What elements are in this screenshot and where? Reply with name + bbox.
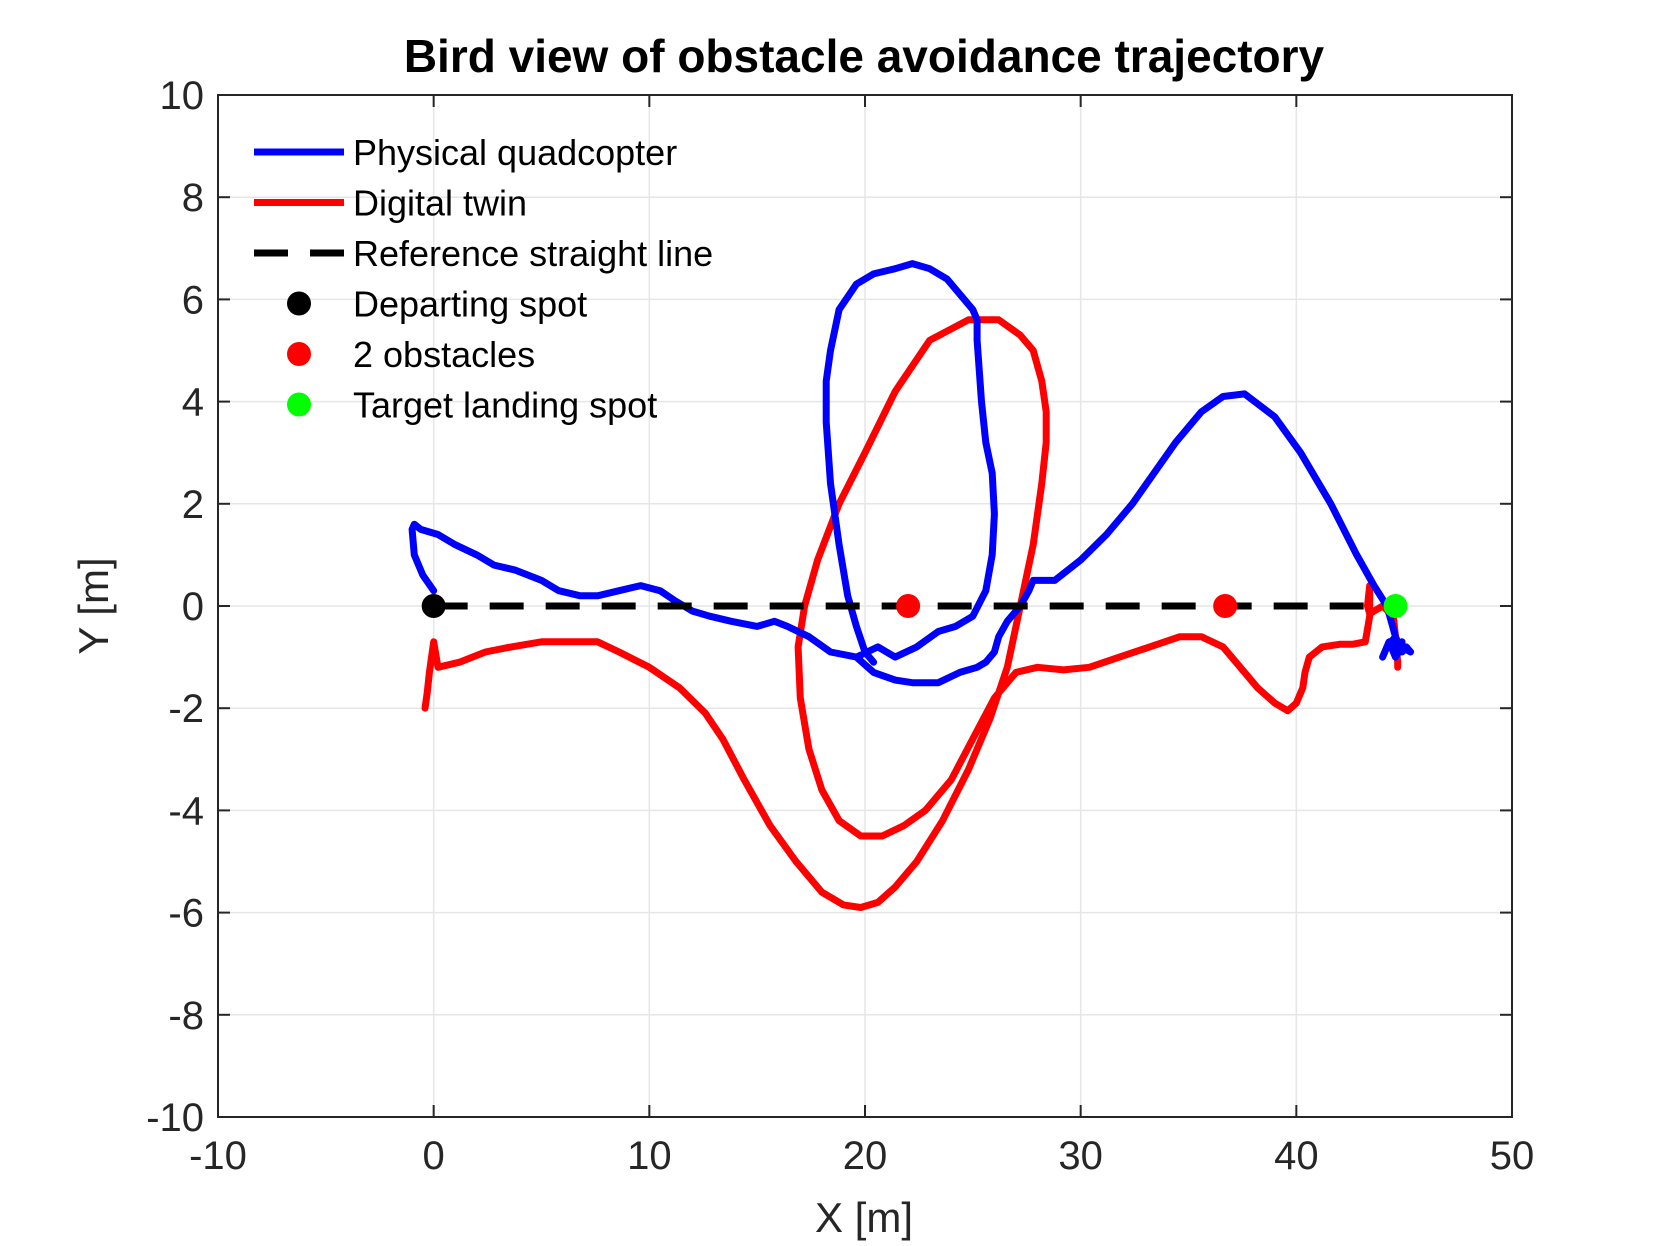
y-tick-label: -8	[168, 994, 204, 1038]
x-tick-label: -10	[189, 1134, 247, 1178]
legend-label-digital-twin: Digital twin	[353, 183, 527, 224]
legend-swatch-departing-spot	[287, 291, 311, 316]
x-tick-label: 0	[423, 1134, 445, 1178]
digital-twin-line	[421, 316, 1402, 911]
x-tick-label: 40	[1274, 1134, 1319, 1178]
physical-quadcopter-loop-line	[822, 260, 998, 666]
y-tick-label: -6	[168, 892, 204, 936]
y-tick-label: -2	[168, 687, 204, 731]
legend-swatch-2-obstacles	[287, 342, 311, 366]
departing-spot-marker	[421, 594, 446, 618]
legend-label-target-landing-spot: Target landing spot	[353, 385, 657, 426]
legend-label-departing-spot: Departing spot	[353, 284, 587, 325]
y-axis-label: Y [m]	[70, 557, 117, 654]
legend-label-2-obstacles: 2 obstacles	[353, 334, 535, 375]
x-tick-label: 30	[1058, 1134, 1103, 1178]
legend-label-reference-straight-line: Reference straight line	[353, 233, 713, 274]
x-tick-label: 20	[843, 1134, 888, 1178]
series-layer	[408, 260, 1415, 911]
y-tick-label: -4	[168, 789, 204, 833]
y-tick-label: 8	[182, 176, 204, 220]
legend-label-physical-quadcopter: Physical quadcopter	[353, 132, 677, 173]
y-tick-label: 10	[160, 74, 205, 118]
x-tick-label: 50	[1490, 1134, 1535, 1178]
2-obstacles-marker	[896, 594, 921, 618]
y-tick-label: 0	[182, 585, 204, 629]
legend-swatch-target-landing-spot	[287, 392, 311, 417]
chart-title: Bird view of obstacle avoidance trajecto…	[404, 30, 1325, 82]
y-tick-label: -10	[146, 1096, 204, 1140]
2-obstacles-marker	[1213, 594, 1238, 618]
y-tick-label: 4	[182, 381, 204, 425]
ticks: -10 0 10 20 30 40 50 -10 -8 -6 -4 -2 0 2 4 6 8 10	[146, 74, 1534, 1178]
x-tick-label: 10	[627, 1134, 672, 1178]
target-landing-spot-marker	[1383, 594, 1408, 618]
x-axis-label: X [m]	[815, 1194, 913, 1241]
physical-quadcopter-line	[408, 390, 1415, 687]
y-tick-label: 6	[182, 278, 204, 322]
legend: Physical quadcopter Digital twin Reference…	[254, 132, 713, 426]
y-tick-label: 2	[182, 483, 204, 527]
